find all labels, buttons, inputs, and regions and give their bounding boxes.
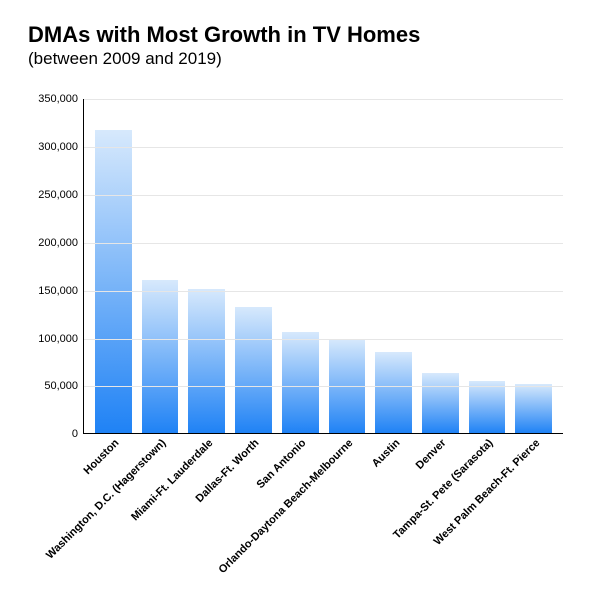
grid-line xyxy=(84,386,563,387)
bar xyxy=(235,307,272,433)
x-axis-label: Austin xyxy=(369,437,402,470)
bar xyxy=(515,384,552,433)
bar xyxy=(375,352,412,433)
grid-line xyxy=(84,147,563,148)
grid-line xyxy=(84,195,563,196)
y-axis-tick: 50,000 xyxy=(44,380,84,392)
bar xyxy=(282,332,319,433)
y-axis-tick: 100,000 xyxy=(38,333,84,345)
bar xyxy=(188,289,225,434)
y-axis-tick: 350,000 xyxy=(38,93,84,105)
x-axis-label: Denver xyxy=(414,437,449,472)
grid-line xyxy=(84,339,563,340)
y-axis-tick: 250,000 xyxy=(38,189,84,201)
grid-line xyxy=(84,291,563,292)
x-axis-label: Houston xyxy=(82,437,122,477)
plot-area: HoustonWashington, D.C. (Hagerstown)Miam… xyxy=(83,99,563,434)
chart-subtitle: (between 2009 and 2019) xyxy=(28,49,580,69)
y-axis-tick: 150,000 xyxy=(38,285,84,297)
bar xyxy=(95,130,132,433)
bars-group xyxy=(84,99,563,433)
y-axis-tick: 300,000 xyxy=(38,141,84,153)
chart-title: DMAs with Most Growth in TV Homes xyxy=(28,22,580,47)
bar xyxy=(469,381,506,434)
bar xyxy=(422,373,459,434)
grid-line xyxy=(84,243,563,244)
bar xyxy=(142,280,179,433)
x-axis-label: Miami-Ft. Lauderdale xyxy=(129,437,215,523)
y-axis-tick: 0 xyxy=(72,428,84,440)
grid-line xyxy=(84,99,563,100)
y-axis-tick: 200,000 xyxy=(38,237,84,249)
chart-container: HoustonWashington, D.C. (Hagerstown)Miam… xyxy=(28,99,580,434)
